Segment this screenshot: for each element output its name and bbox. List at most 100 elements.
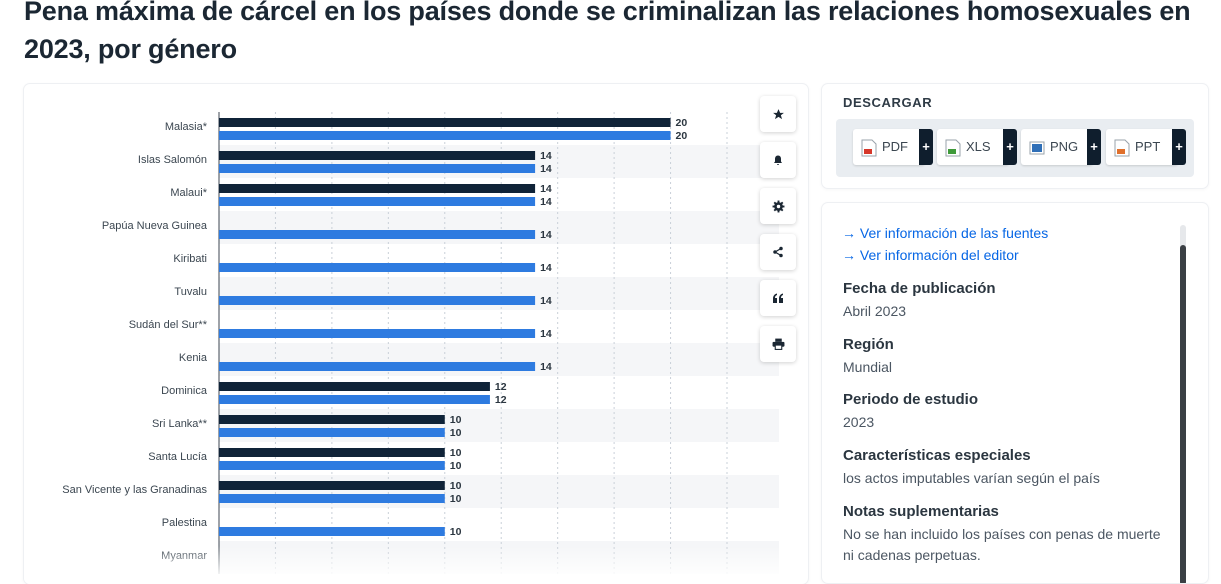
download-pdf-plus[interactable]: +: [919, 129, 933, 165]
download-xls-button[interactable]: XLS +: [937, 129, 1017, 165]
data-label: 10: [450, 427, 462, 439]
bar-series-2: [219, 362, 536, 371]
row-band: [219, 409, 779, 442]
study-period-label: Periodo de estudio: [843, 391, 979, 408]
share-icon: [773, 246, 783, 258]
data-label: 14: [540, 163, 552, 175]
data-label: 10: [450, 460, 462, 472]
category-label: Kiribati: [173, 253, 207, 265]
data-label: 14: [540, 196, 552, 208]
download-title: DESCARGAR: [843, 95, 933, 110]
data-label: 20: [676, 130, 688, 142]
bar-series-2: [219, 296, 536, 305]
star-icon: [772, 108, 784, 119]
bar-series-2: [219, 329, 536, 338]
print-button[interactable]: [760, 326, 796, 362]
cite-button[interactable]: [760, 280, 796, 316]
arrow-right-icon: →: [842, 225, 856, 241]
row-band: [219, 145, 779, 178]
bar-series-2: [219, 230, 536, 239]
bar-series-2: [219, 428, 445, 437]
data-label: 10: [450, 493, 462, 505]
data-label: 12: [495, 381, 507, 393]
bar-series-2: [219, 197, 536, 206]
data-label: 14: [540, 295, 552, 307]
region-label: Región: [843, 336, 894, 353]
category-label: Santa Lucía: [148, 451, 208, 463]
xls-file-icon: [945, 139, 961, 157]
row-band: [219, 277, 779, 310]
category-label: Dominica: [161, 385, 208, 397]
bar-series-1: [219, 151, 536, 160]
download-panel: DESCARGAR PDF + XLS + PNG + PPT +: [822, 84, 1208, 188]
row-band: [219, 541, 779, 574]
category-label: Tuvalu: [174, 286, 207, 298]
bar-series-2: [219, 494, 445, 503]
bar-series-2: [219, 263, 536, 272]
category-label: Sudán del Sur**: [129, 319, 208, 331]
printer-icon: [772, 338, 784, 350]
settings-button[interactable]: [760, 188, 796, 224]
data-label: 14: [540, 361, 552, 373]
scrollbar-thumb[interactable]: [1180, 245, 1186, 583]
sources-link-label: Ver información de las fuentes: [859, 225, 1049, 241]
category-label: San Vicente y las Granadinas: [62, 484, 207, 496]
sources-info-link[interactable]: → Ver información de las fuentes: [842, 225, 1048, 241]
download-png-button[interactable]: PNG +: [1021, 129, 1101, 165]
download-pdf-button[interactable]: PDF +: [853, 129, 933, 165]
ppt-file-icon: [1114, 139, 1130, 157]
notification-button[interactable]: [760, 142, 796, 178]
bar-series-2: [219, 527, 445, 536]
study-period-value: 2023: [843, 414, 875, 430]
download-ppt-label: PPT: [1135, 139, 1161, 154]
bar-series-2: [219, 461, 445, 470]
data-label: 14: [540, 150, 552, 162]
share-button[interactable]: [760, 234, 796, 270]
special-features-label: Características especiales: [843, 447, 1031, 464]
data-label: 14: [540, 262, 552, 274]
category-label: Papúa Nueva Guinea: [102, 220, 208, 232]
download-png-plus[interactable]: +: [1087, 129, 1101, 165]
download-options: PDF + XLS + PNG + PPT +: [836, 119, 1194, 177]
data-label: 14: [540, 229, 552, 241]
row-band: [219, 211, 779, 244]
data-label: 14: [540, 183, 552, 195]
supplementary-notes-value: No se han incluido los países con penas …: [843, 526, 1161, 563]
download-png-label: PNG: [1050, 139, 1079, 154]
page-title: Pena máxima de cárcel en los países dond…: [24, 0, 1191, 64]
row-band: [219, 343, 779, 376]
category-label: Malasia*: [165, 121, 208, 133]
download-ppt-button[interactable]: PPT +: [1106, 129, 1186, 165]
data-label: 10: [450, 447, 462, 459]
favorite-button[interactable]: [760, 96, 796, 132]
region-value: Mundial: [843, 359, 893, 375]
quote-icon: [773, 293, 783, 303]
editor-info-link[interactable]: → Ver información del editor: [842, 247, 1019, 263]
bar-series-2: [219, 164, 536, 173]
row-band: [219, 475, 779, 508]
bar-series-2: [219, 131, 671, 140]
download-ppt-plus[interactable]: +: [1172, 129, 1186, 165]
data-label: 12: [495, 394, 507, 406]
data-label: 10: [450, 480, 462, 492]
arrow-right-icon: →: [842, 247, 856, 263]
pdf-file-icon: [861, 139, 877, 157]
data-label: 10: [450, 414, 462, 426]
editor-link-label: Ver información del editor: [859, 247, 1019, 263]
supplementary-notes-label: Notas suplementarias: [843, 503, 999, 520]
download-pdf-label: PDF: [882, 139, 908, 154]
bar-series-1: [219, 382, 490, 391]
bar-series-1: [219, 118, 671, 127]
info-panel: → Ver información de las fuentes → Ver i…: [822, 203, 1208, 583]
category-label: Kenia: [179, 352, 208, 364]
bar-series-1: [219, 415, 445, 424]
category-label: Sri Lanka**: [152, 418, 208, 430]
chart-card: Malasia* 20 20 Islas Salomón 14 14 Malaui* 14 14…: [24, 84, 808, 584]
publication-date-label: Fecha de publicación: [843, 280, 996, 297]
bar-series-1: [219, 448, 445, 457]
bar-series-1: [219, 481, 445, 490]
gear-icon: [772, 200, 784, 212]
category-label: Myanmar: [161, 550, 207, 562]
download-xls-plus[interactable]: +: [1003, 129, 1017, 165]
